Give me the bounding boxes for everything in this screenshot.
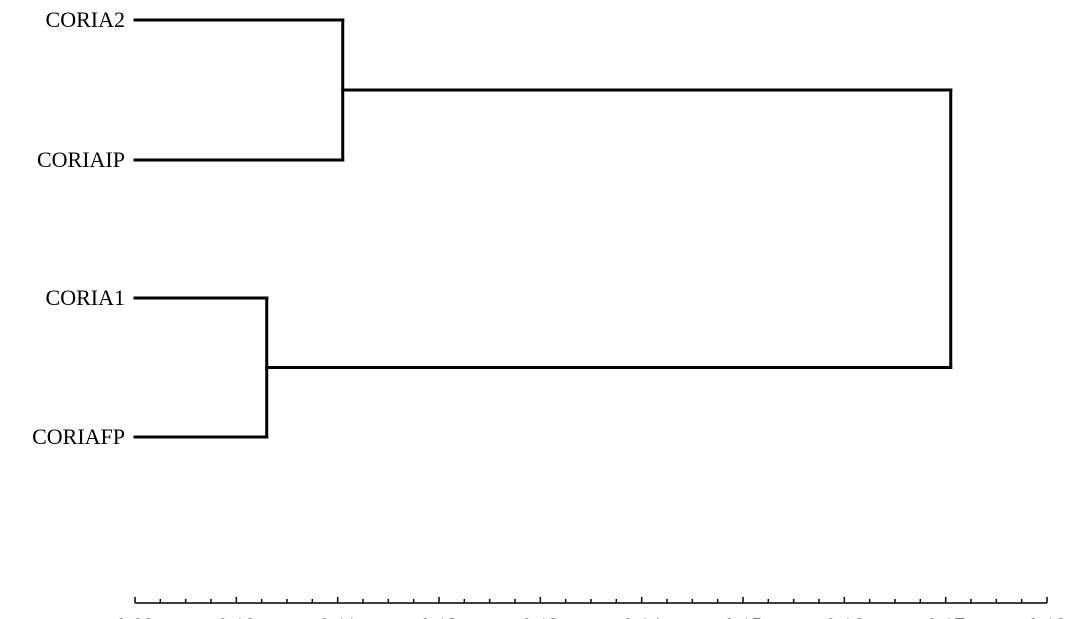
leaf-label-coria1: CORIA1 <box>46 285 125 310</box>
x-tick-label: 0.11 <box>319 613 357 619</box>
x-tick-label: 0.14 <box>622 613 661 619</box>
leaf-labels: CORIA2 CORIAIP CORIA1 CORIAFP <box>32 7 125 449</box>
x-tick-label: 0.15 <box>724 613 763 619</box>
x-tick-label: 0.18 <box>1028 613 1067 619</box>
x-tick-label: 0.13 <box>521 613 560 619</box>
x-axis-ticks <box>134 597 1048 603</box>
x-tick-label: 0.12 <box>420 613 459 619</box>
x-axis-tick-labels: 0.09 0.10 0.11 0.12 0.13 0.14 0.15 0.16 0.17 0.18 <box>116 613 1067 619</box>
x-tick-label: 0.17 <box>926 613 965 619</box>
x-tick-label: 0.09 <box>116 613 155 619</box>
x-tick-label: 0.10 <box>217 613 256 619</box>
x-tick-label: 0.16 <box>825 613 864 619</box>
leaf-label-coriafp: CORIAFP <box>32 424 125 449</box>
x-axis: 0.09 0.10 0.11 0.12 0.13 0.14 0.15 0.16 0.17 0.18 <box>116 597 1067 619</box>
leaf-label-coriaip: CORIAIP <box>37 147 125 172</box>
leaf-label-coria2: CORIA2 <box>46 7 125 32</box>
dendrogram-branches <box>133 18 953 439</box>
